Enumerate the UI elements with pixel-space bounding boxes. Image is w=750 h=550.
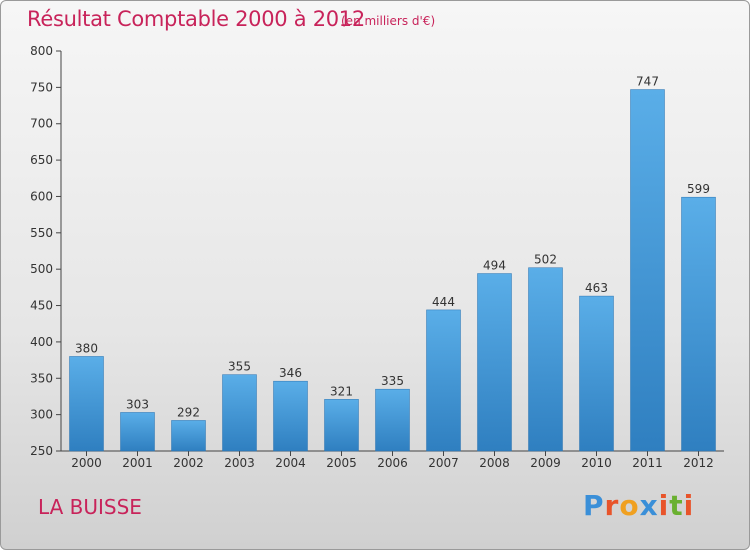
y-tick-label: 350 (30, 371, 53, 385)
bar-value-label: 335 (381, 374, 404, 388)
x-tick-label: 2007 (428, 456, 459, 470)
x-tick-label: 2005 (326, 456, 357, 470)
commune-name: LA BUISSE (38, 495, 142, 519)
logo-letter: i (658, 489, 670, 522)
bar (630, 89, 665, 452)
bar (273, 380, 308, 452)
x-tick-label: 2012 (683, 456, 714, 470)
bar-value-label: 355 (228, 360, 251, 374)
y-tick-label: 500 (30, 262, 53, 276)
y-tick-label: 250 (30, 444, 53, 458)
bar (120, 412, 155, 452)
logo-letter: o (619, 489, 640, 522)
bar-value-label: 444 (432, 295, 455, 309)
bar-value-label: 747 (636, 75, 659, 89)
bar-value-label: 502 (534, 253, 557, 267)
logo-letter: t (669, 489, 684, 522)
y-tick-label: 750 (30, 80, 53, 94)
bar (528, 267, 563, 452)
x-tick-label: 2011 (632, 456, 663, 470)
x-tick-label: 2010 (581, 456, 612, 470)
x-tick-label: 2004 (275, 456, 306, 470)
y-tick-label: 550 (30, 226, 53, 240)
bar-value-label: 463 (585, 281, 608, 295)
logo-letter: x (639, 489, 659, 522)
logo-letter: r (604, 489, 620, 522)
y-tick-label: 700 (30, 117, 53, 131)
bar-value-label: 599 (687, 182, 710, 196)
chart-title: Résultat Comptable 2000 à 2012 (27, 7, 365, 31)
bar-value-label: 321 (330, 384, 353, 398)
bar (222, 374, 257, 452)
bar-value-label: 494 (483, 259, 506, 273)
y-tick-label: 450 (30, 299, 53, 313)
y-tick-label: 650 (30, 153, 53, 167)
logo-letter: P (583, 489, 605, 522)
bar (324, 399, 359, 452)
bar (681, 196, 716, 452)
bar (375, 388, 410, 452)
bar (426, 309, 461, 452)
x-tick-label: 2002 (173, 456, 204, 470)
chart-subtitle: (en milliers d'€) (341, 14, 436, 28)
bar-value-label: 346 (279, 366, 302, 380)
x-tick-label: 2003 (224, 456, 255, 470)
proxiti-logo: Proxiti (583, 489, 694, 522)
bar (171, 420, 206, 452)
bar-value-label: 380 (75, 341, 98, 355)
bar-value-label: 303 (126, 397, 149, 411)
logo-letter: i (683, 489, 695, 522)
bar (579, 295, 614, 452)
bar (477, 273, 512, 452)
x-tick-label: 2000 (71, 456, 102, 470)
x-tick-label: 2006 (377, 456, 408, 470)
y-tick-label: 300 (30, 408, 53, 422)
y-tick-label: 800 (30, 44, 53, 58)
x-tick-label: 2009 (530, 456, 561, 470)
x-tick-label: 2001 (122, 456, 153, 470)
bar (69, 356, 104, 452)
y-tick-label: 400 (30, 335, 53, 349)
x-tick-label: 2008 (479, 456, 510, 470)
y-tick-label: 600 (30, 189, 53, 203)
bar-value-label: 292 (177, 405, 200, 419)
